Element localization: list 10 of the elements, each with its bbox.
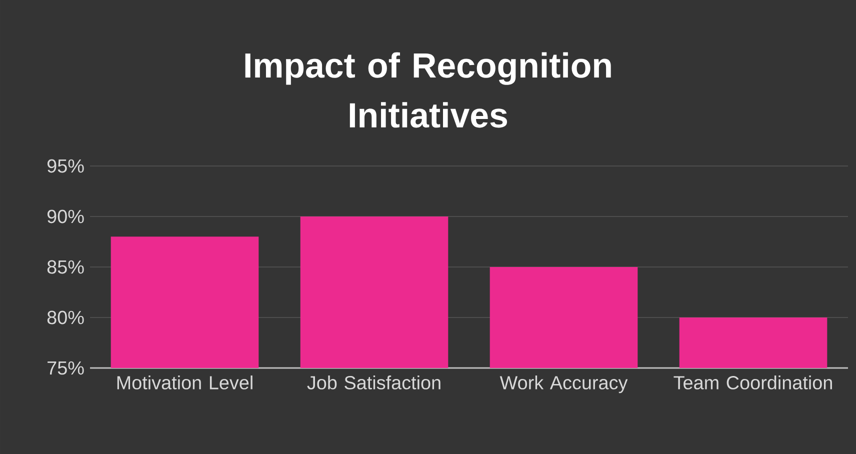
x-tick-label: Work Accuracy <box>500 376 628 394</box>
y-tick-label: 75% <box>48 361 84 375</box>
chart-title: Impact of Recognition Initiatives <box>245 52 611 128</box>
x-tick-label: Team Coordination <box>674 376 832 390</box>
x-tick-label: Motivation Level <box>117 376 252 390</box>
x-tick-label: Job Satisfaction <box>307 376 440 390</box>
y-tick-label: 85% <box>47 260 84 274</box>
y-tick-label: 90% <box>47 210 84 224</box>
y-tick-label: 80% <box>47 310 84 324</box>
y-tick-label: 95% <box>47 159 84 173</box>
